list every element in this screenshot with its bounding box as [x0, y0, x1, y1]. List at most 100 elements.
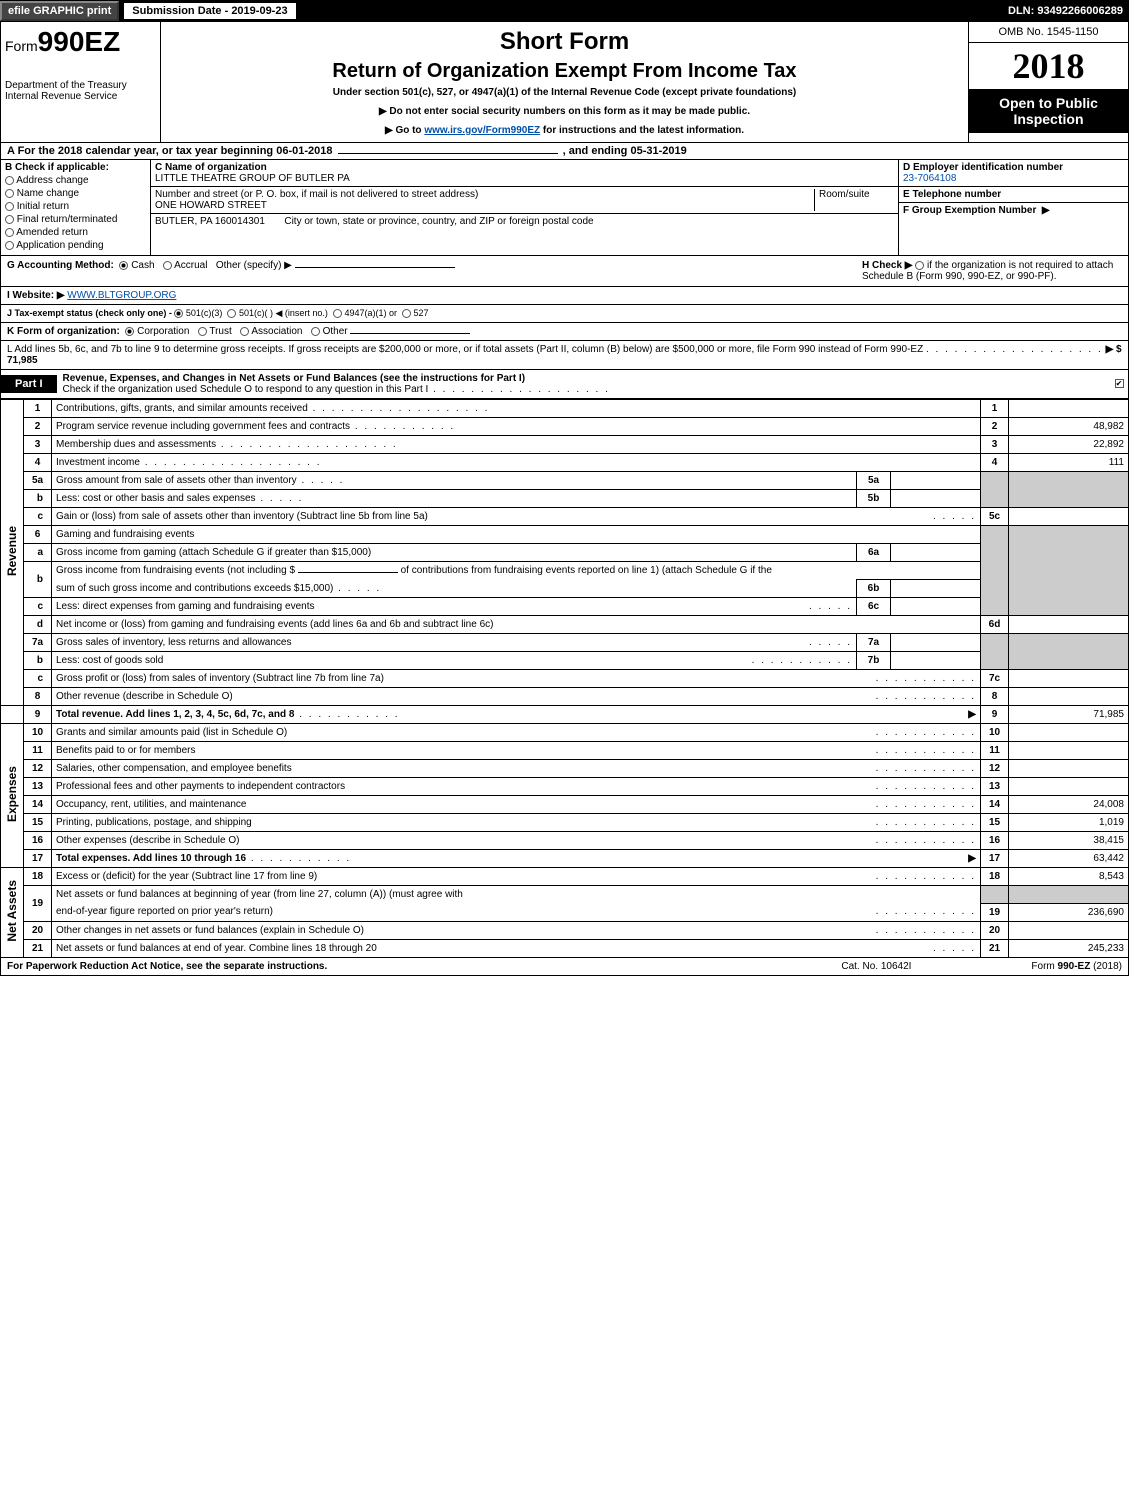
radio-other-org[interactable] — [311, 327, 320, 336]
j-o3: 4947(a)(1) or — [344, 308, 397, 318]
part1-header: Part I Revenue, Expenses, and Changes in… — [0, 370, 1129, 399]
j-o4: 527 — [414, 308, 429, 318]
section-bcdef: B Check if applicable: Address change Na… — [0, 160, 1129, 256]
c-label: C Name of organization — [155, 162, 267, 173]
l20-text: Other changes in net assets or fund bala… — [52, 921, 981, 939]
ln-8: 8 — [24, 688, 52, 706]
b-item-4: Amended return — [16, 227, 88, 238]
radio-association[interactable] — [240, 327, 249, 336]
l7c-text: Gross profit or (loss) from sales of inv… — [52, 670, 981, 688]
l1-amt — [1009, 400, 1129, 418]
open-line1: Open to Public — [999, 95, 1098, 111]
l6c-sub: 6c — [857, 598, 891, 616]
chk-name-change[interactable] — [5, 189, 14, 198]
ln-7b: b — [24, 652, 52, 670]
ln-1: 1 — [24, 400, 52, 418]
l3-amt: 22,892 — [1009, 436, 1129, 454]
radio-501c3[interactable] — [174, 309, 183, 318]
a-mid: , and ending — [563, 145, 631, 157]
j-label: J Tax-exempt status (check only one) - — [7, 308, 174, 318]
ln-17: 17 — [24, 850, 52, 868]
l6c-text: Less: direct expenses from gaming and fu… — [52, 598, 857, 616]
l6-grey-amt — [1009, 526, 1129, 616]
l2-amt: 48,982 — [1009, 418, 1129, 436]
radio-trust[interactable] — [198, 327, 207, 336]
goto-pre: ▶ Go to — [385, 125, 424, 136]
l7a-subamt — [891, 634, 981, 652]
l19-grey-amt — [1009, 886, 1129, 904]
l6a-subamt — [891, 544, 981, 562]
l17-amt: 63,442 — [1009, 850, 1129, 868]
l5c-text: Gain or (loss) from sale of assets other… — [52, 508, 981, 526]
ln-15: 15 — [24, 814, 52, 832]
e-phone-row: E Telephone number — [899, 187, 1128, 203]
b-item-2: Initial return — [17, 201, 69, 212]
a-end: 05-31-2019 — [630, 145, 686, 157]
l15-amt: 1,019 — [1009, 814, 1129, 832]
col-def: D Employer identification number 23-7064… — [898, 160, 1128, 255]
l19-grey — [981, 886, 1009, 904]
omb-number: OMB No. 1545-1150 — [969, 22, 1128, 43]
l12-amt — [1009, 760, 1129, 778]
h-pre: H Check ▶ — [862, 260, 915, 271]
l12-text: Salaries, other compensation, and employ… — [52, 760, 981, 778]
a-begin: 06-01-2018 — [276, 145, 332, 157]
part1-checkbox[interactable] — [1110, 379, 1128, 390]
ln-6c: c — [24, 598, 52, 616]
chk-initial-return[interactable] — [5, 202, 14, 211]
website-link[interactable]: WWW.BLTGROUP.ORG — [67, 290, 176, 301]
l9-num: 9 — [981, 706, 1009, 724]
l14-text: Occupancy, rent, utilities, and maintena… — [52, 796, 981, 814]
radio-501c[interactable] — [227, 309, 236, 318]
l7-grey — [981, 634, 1009, 670]
k-o4: Other — [323, 326, 348, 337]
k-o3: Association — [251, 326, 302, 337]
l5b-sub: 5b — [857, 490, 891, 508]
l6b-text3: sum of such gross income and contributio… — [52, 580, 857, 598]
chk-address-change[interactable] — [5, 176, 14, 185]
chk-amended-return[interactable] — [5, 228, 14, 237]
l5c-num: 5c — [981, 508, 1009, 526]
l9-text: Total revenue. Add lines 1, 2, 3, 4, 5c,… — [52, 706, 981, 724]
short-form-title: Short Form — [167, 28, 962, 56]
l7c-num: 7c — [981, 670, 1009, 688]
l7a-text: Gross sales of inventory, less returns a… — [52, 634, 857, 652]
l5-grey-amt — [1009, 472, 1129, 508]
radio-h[interactable] — [915, 261, 924, 270]
l6b-sub: 6b — [857, 580, 891, 598]
open-line2: Inspection — [1013, 111, 1083, 127]
radio-cash[interactable] — [119, 261, 128, 270]
form-prefix: Form — [5, 38, 38, 54]
col-c-org-info: C Name of organization LITTLE THEATRE GR… — [151, 160, 898, 255]
l2-text: Program service revenue including govern… — [52, 418, 981, 436]
g-other: Other (specify) ▶ — [216, 260, 292, 271]
ln-10: 10 — [24, 724, 52, 742]
col-b-checkboxes: B Check if applicable: Address change Na… — [1, 160, 151, 255]
goto-link[interactable]: www.irs.gov/Form990EZ — [424, 125, 540, 136]
b-item-0: Address change — [16, 175, 88, 186]
ln-4: 4 — [24, 454, 52, 472]
radio-527[interactable] — [402, 309, 411, 318]
header-left: Form990EZ Department of the Treasury Int… — [1, 22, 161, 142]
radio-corporation[interactable] — [125, 327, 134, 336]
l7c-amt — [1009, 670, 1129, 688]
d-ein-row: D Employer identification number 23-7064… — [899, 160, 1128, 187]
radio-accrual[interactable] — [163, 261, 172, 270]
ln-20: 20 — [24, 921, 52, 939]
chk-application-pending[interactable] — [5, 241, 14, 250]
header-right: OMB No. 1545-1150 2018 Open to Public In… — [968, 22, 1128, 142]
l4-text: Investment income — [52, 454, 981, 472]
ln-11: 11 — [24, 742, 52, 760]
l4-amt: 111 — [1009, 454, 1129, 472]
efile-print-button[interactable]: efile GRAPHIC print — [0, 1, 119, 21]
l12-num: 12 — [981, 760, 1009, 778]
radio-4947[interactable] — [333, 309, 342, 318]
ln-13: 13 — [24, 778, 52, 796]
b-item-5: Application pending — [16, 240, 103, 251]
a-pre: A For the 2018 calendar year, or tax yea… — [7, 145, 276, 157]
l7a-sub: 7a — [857, 634, 891, 652]
paperwork-notice: For Paperwork Reduction Act Notice, see … — [7, 961, 327, 972]
l18-num: 18 — [981, 868, 1009, 886]
l1-text: Contributions, gifts, grants, and simila… — [52, 400, 981, 418]
chk-final-return[interactable] — [5, 215, 14, 224]
